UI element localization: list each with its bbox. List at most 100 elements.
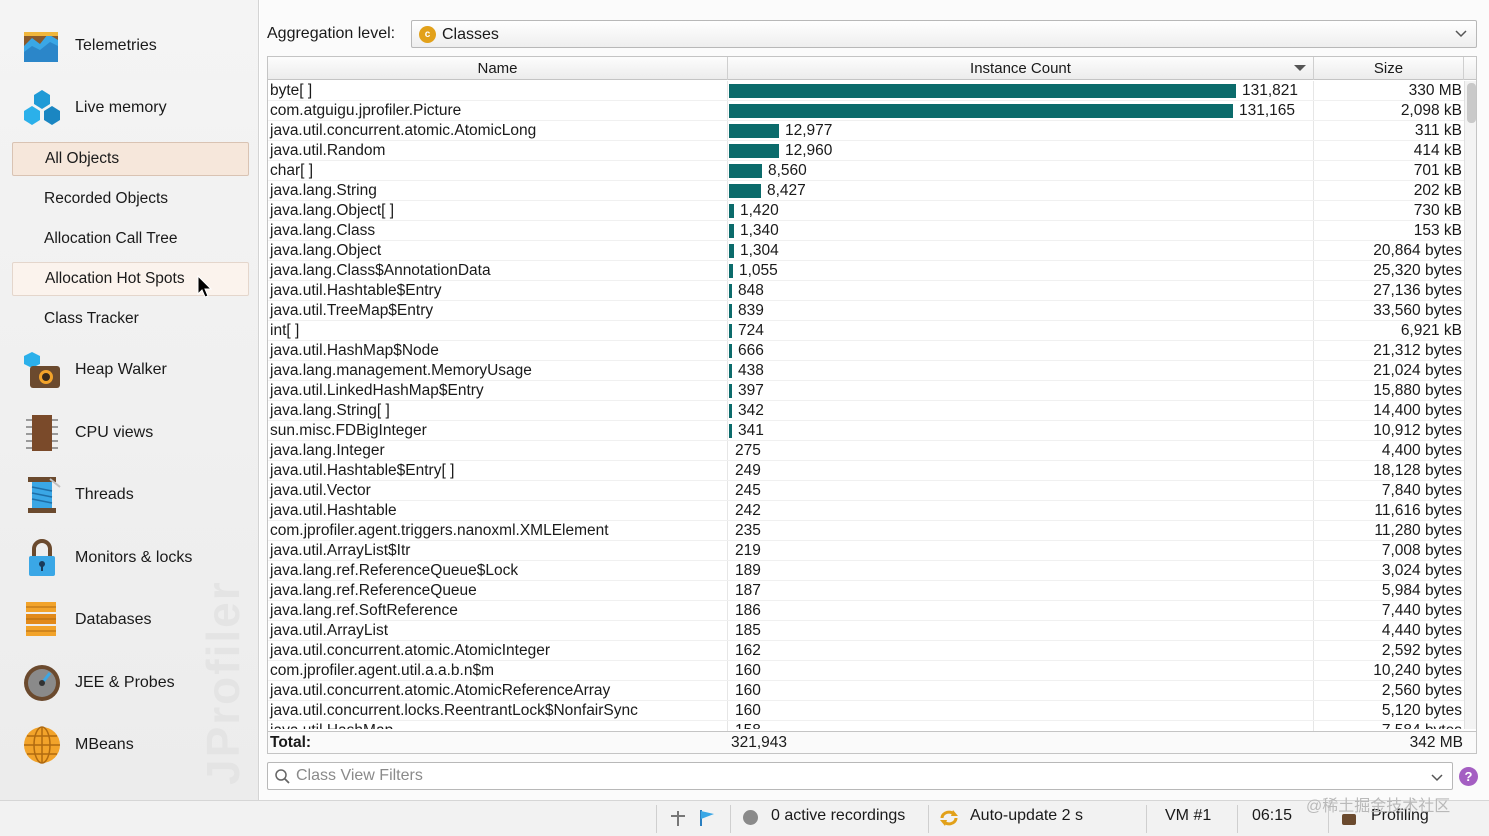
size-cell: 414 kB [1413,142,1462,159]
status-separator [928,805,929,833]
class-table: Name Instance Count Size byte[ ] 131,821 3… [267,56,1477,754]
aggregation-select[interactable]: c Classes [411,20,1477,48]
help-icon[interactable]: ? [1459,767,1478,786]
table-row[interactable]: java.util.LinkedHashMap$Entry 397 15,880 b… [268,381,1464,401]
sub-item-all-objects[interactable]: All Objects [12,142,249,176]
table-row[interactable]: java.lang.Class 1,340 153 kB [268,221,1464,241]
instance-count-bar [729,244,734,258]
class-view-filter-input[interactable] [296,765,1416,787]
instance-count-cell: 8,560 [768,162,807,179]
class-view-filter[interactable] [267,762,1453,790]
nav-monitors-locks[interactable]: Monitors & locks [0,530,258,586]
vertical-scrollbar[interactable] [1464,81,1476,729]
column-separator [727,81,728,731]
column-header-instance-count[interactable]: Instance Count [728,57,1314,80]
table-row[interactable]: java.util.Random 12,960 414 kB [268,141,1464,161]
class-name-cell: java.util.Hashtable [270,502,397,519]
table-row[interactable]: java.lang.String[ ] 342 14,400 bytes [268,401,1464,421]
size-cell: 311 kB [1414,122,1462,139]
table-row[interactable]: int[ ] 724 6,921 kB [268,321,1464,341]
class-name-cell: java.util.concurrent.atomic.AtomicIntege… [270,642,550,659]
nav-telemetries[interactable]: Telemetries [0,18,258,74]
instance-count-bar [729,144,779,158]
nav-heap-walker[interactable]: Heap Walker [0,342,258,398]
table-row[interactable]: java.util.ArrayList 185 4,440 bytes [268,621,1464,641]
sub-item-recorded-objects[interactable]: Recorded Objects [12,182,249,216]
table-row[interactable]: java.lang.Object 1,304 20,864 bytes [268,241,1464,261]
table-row[interactable]: java.util.Vector 245 7,840 bytes [268,481,1464,501]
class-name-cell: java.lang.ref.ReferenceQueue [270,582,477,599]
size-cell: 10,240 bytes [1373,662,1462,679]
column-header-size[interactable]: Size [1314,57,1464,80]
nav-jee-probes[interactable]: JEE & Probes [0,655,258,711]
class-name-cell: java.lang.management.MemoryUsage [270,362,532,379]
nav-databases[interactable]: Databases [0,592,258,648]
table-row[interactable]: java.lang.management.MemoryUsage 438 21,02… [268,361,1464,381]
size-cell: 21,024 bytes [1373,362,1462,379]
table-row[interactable]: java.lang.ref.SoftReference 186 7,440 byte… [268,601,1464,621]
chevron-down-icon[interactable] [1454,26,1468,40]
scrollbar-thumb[interactable] [1467,83,1476,123]
table-row[interactable]: java.util.Hashtable$Entry[ ] 249 18,128 by… [268,461,1464,481]
database-icon [26,602,56,636]
table-row[interactable]: byte[ ] 131,821 330 MB [268,81,1464,101]
instance-count-bar [729,324,732,338]
table-row[interactable]: sun.misc.FDBigInteger 341 10,912 bytes [268,421,1464,441]
auto-update-text[interactable]: Auto-update 2 s [970,807,1083,824]
sub-item-allocation-call-tree[interactable]: Allocation Call Tree [12,222,249,256]
table-row[interactable]: java.util.concurrent.locks.ReentrantLock… [268,701,1464,721]
size-cell: 7,584 bytes [1382,721,1462,729]
instance-count-bar [729,384,732,398]
chevron-down-icon[interactable] [1430,770,1444,784]
aggregation-value: Classes [442,26,499,43]
table-row[interactable]: char[ ] 8,560 701 kB [268,161,1464,181]
size-cell: 5,984 bytes [1381,582,1462,599]
table-row[interactable]: java.util.Hashtable 242 11,616 bytes [268,501,1464,521]
size-cell: 11,280 bytes [1374,522,1462,539]
auto-update-icon[interactable] [938,808,960,828]
table-row[interactable]: java.lang.Integer 275 4,400 bytes [268,441,1464,461]
table-row[interactable]: java.util.HashMap$Node 666 21,312 bytes [268,341,1464,361]
column-header-name[interactable]: Name [268,57,728,80]
table-row[interactable]: java.util.HashMap 158 7,584 bytes [268,721,1464,729]
table-row[interactable]: com.jprofiler.agent.triggers.nanoxml.XML… [268,521,1464,541]
table-row[interactable]: java.util.ArrayList$Itr 219 7,008 bytes [268,541,1464,561]
size-cell: 7,840 bytes [1381,482,1462,499]
sub-item-class-tracker[interactable]: Class Tracker [12,302,249,336]
nav-cpu-views[interactable]: CPU views [0,405,258,461]
table-row[interactable]: java.util.concurrent.atomic.AtomicIntege… [268,641,1464,661]
status-separator [1146,805,1147,833]
table-row[interactable]: java.lang.Class$AnnotationData 1,055 25,32… [268,261,1464,281]
table-row[interactable]: java.lang.ref.ReferenceQueue 187 5,984 byt… [268,581,1464,601]
nav-live-memory[interactable]: Live memory [0,80,258,136]
nav-mbeans[interactable]: MBeans [0,717,258,773]
table-row[interactable]: com.atguigu.jprofiler.Picture 131,165 2,09… [268,101,1464,121]
instance-count-bar [729,304,732,318]
nav-threads[interactable]: Threads [0,467,258,523]
instance-count-bar [729,284,732,298]
table-row[interactable]: com.jprofiler.agent.util.a.a.b.n$m 160 10,… [268,661,1464,681]
class-name-cell: com.jprofiler.agent.util.a.a.b.n$m [270,662,495,679]
flag-icon[interactable] [697,808,717,828]
class-name-cell: java.util.concurrent.atomic.AtomicLong [270,122,537,139]
table-row[interactable]: java.lang.Object[ ] 1,420 730 kB [268,201,1464,221]
table-row[interactable]: java.lang.String 8,427 202 kB [268,181,1464,201]
size-cell: 4,440 bytes [1381,622,1462,639]
table-body: byte[ ] 131,821 330 MB com.atguigu.jprofile… [268,81,1464,729]
size-cell: 15,880 bytes [1373,382,1462,399]
table-row[interactable]: java.util.concurrent.atomic.AtomicRefere… [268,681,1464,701]
instance-count-bar [729,424,732,438]
table-row[interactable]: java.lang.ref.ReferenceQueue$Lock 189 3,02… [268,561,1464,581]
size-cell: 33,560 bytes [1373,302,1462,319]
sub-item-allocation-hot-spots[interactable]: Allocation Hot Spots [12,262,249,296]
table-row[interactable]: java.util.TreeMap$Entry 839 33,560 bytes [268,301,1464,321]
pin-icon[interactable] [668,808,688,828]
status-bar: 0 active recordings Auto-update 2 s VM #… [0,800,1489,836]
instance-count-cell: 12,977 [785,122,833,139]
active-recordings-text[interactable]: 0 active recordings [771,807,906,824]
table-row[interactable]: java.util.Hashtable$Entry 848 27,136 bytes [268,281,1464,301]
sub-item-all-objects-label: All Objects [45,150,120,167]
class-name-cell: java.lang.Object[ ] [270,202,395,219]
sort-descending-icon [1294,65,1306,71]
table-row[interactable]: java.util.concurrent.atomic.AtomicLong 12… [268,121,1464,141]
